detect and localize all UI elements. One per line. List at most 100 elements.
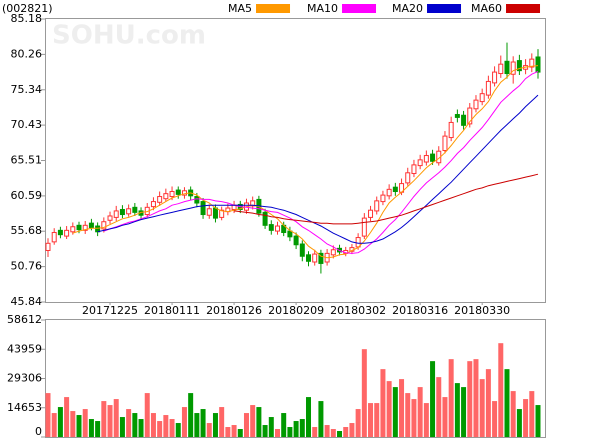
candle-body — [318, 252, 324, 264]
volume-bar — [374, 403, 380, 437]
candle-body — [430, 153, 436, 162]
candle-body — [287, 230, 293, 238]
volume-bar — [312, 427, 318, 437]
candle-body — [485, 80, 491, 96]
candle-body — [299, 243, 305, 257]
ma-line — [97, 94, 539, 244]
volume-bar — [256, 407, 262, 437]
candle-body — [132, 206, 138, 213]
candle-body — [150, 201, 156, 208]
candle-body — [306, 254, 312, 262]
candle-body — [268, 224, 274, 231]
candle-body — [423, 155, 429, 163]
legend-swatch — [342, 4, 377, 13]
volume-bar — [281, 413, 287, 437]
candle-body — [88, 222, 94, 228]
candle-body — [95, 225, 101, 233]
candle-body — [169, 191, 175, 198]
candle-body — [64, 229, 70, 237]
candle-body — [206, 208, 212, 216]
ma-line — [103, 70, 539, 254]
x-tick-label: 20171225 — [82, 304, 138, 317]
volume-bar — [101, 401, 107, 437]
y-tick-label: 55.68 — [11, 224, 43, 237]
ma-line — [72, 65, 539, 259]
volume-bar — [461, 387, 467, 437]
candle-body — [107, 215, 113, 221]
volume-bar — [119, 417, 125, 437]
volume-bar — [405, 393, 411, 437]
volume-bar — [95, 421, 101, 437]
candle-body — [504, 60, 510, 75]
y-tick-label: 80.26 — [11, 47, 43, 60]
volume-bar — [392, 387, 398, 437]
volume-bar — [411, 399, 417, 437]
volume-bar — [57, 407, 63, 437]
candle-body — [454, 114, 460, 118]
volume-bar — [181, 407, 187, 437]
volume-bar — [175, 423, 181, 437]
candle-body — [380, 194, 386, 203]
volume-bar — [399, 379, 405, 437]
candle-body — [200, 201, 206, 216]
volume-bar — [417, 387, 423, 437]
volume-bar — [219, 407, 225, 437]
volume-bar — [510, 391, 516, 437]
volume-bar — [293, 421, 299, 437]
y-tick-label: 43959 — [7, 342, 42, 355]
volume-bar — [473, 359, 479, 437]
candle-body — [361, 217, 367, 237]
candle-body — [126, 208, 132, 215]
ma-line — [234, 173, 539, 225]
volume-bar — [243, 413, 249, 437]
legend-label: MA5 — [228, 2, 252, 15]
volume-bar — [262, 425, 268, 437]
y-tick-label: 58612 — [7, 313, 42, 326]
volume-bar — [436, 377, 442, 437]
candle-body — [479, 93, 485, 103]
volume-bar — [306, 397, 312, 437]
candle-body — [448, 121, 454, 139]
candle-body — [330, 249, 336, 256]
candle-body — [312, 253, 318, 263]
volume-bar — [318, 401, 324, 437]
volume-bar — [132, 413, 138, 437]
volume-bar — [237, 429, 243, 437]
candle-body — [535, 56, 541, 73]
y-tick-label: 45.84 — [11, 295, 43, 308]
legend-swatch — [427, 4, 462, 13]
volume-bar — [51, 413, 57, 437]
candle-body — [516, 60, 522, 72]
volume-bar — [467, 361, 473, 437]
volume-bar — [430, 361, 436, 437]
volume-bar — [380, 369, 386, 437]
volume-bar — [126, 409, 132, 437]
volume-bar — [45, 393, 51, 437]
candle-body — [293, 235, 299, 246]
candle-body — [473, 99, 479, 110]
volume-bar — [529, 391, 535, 437]
candle-body — [467, 107, 473, 125]
y-tick-label: 75.34 — [11, 83, 43, 96]
candle-body — [219, 209, 225, 218]
volume-bar — [448, 359, 454, 437]
legend-label: MA10 — [307, 2, 338, 15]
volume-bar — [64, 397, 70, 437]
volume-bar — [361, 349, 367, 437]
candle-body — [498, 63, 504, 75]
y-tick-label: 85.18 — [11, 12, 43, 25]
x-tick-label: 20180330 — [454, 304, 510, 317]
volume-bar — [212, 413, 218, 437]
volume-bar — [442, 397, 448, 437]
candle-body — [461, 114, 467, 126]
volume-bar — [206, 423, 212, 437]
volume-bar — [330, 429, 336, 437]
y-tick-label: 65.51 — [11, 154, 43, 167]
volume-bar — [144, 393, 150, 437]
candle-body — [157, 196, 163, 203]
volume-bar — [386, 381, 392, 437]
volume-bar — [516, 409, 522, 437]
candle-body — [76, 224, 82, 231]
candle-body — [392, 186, 398, 193]
